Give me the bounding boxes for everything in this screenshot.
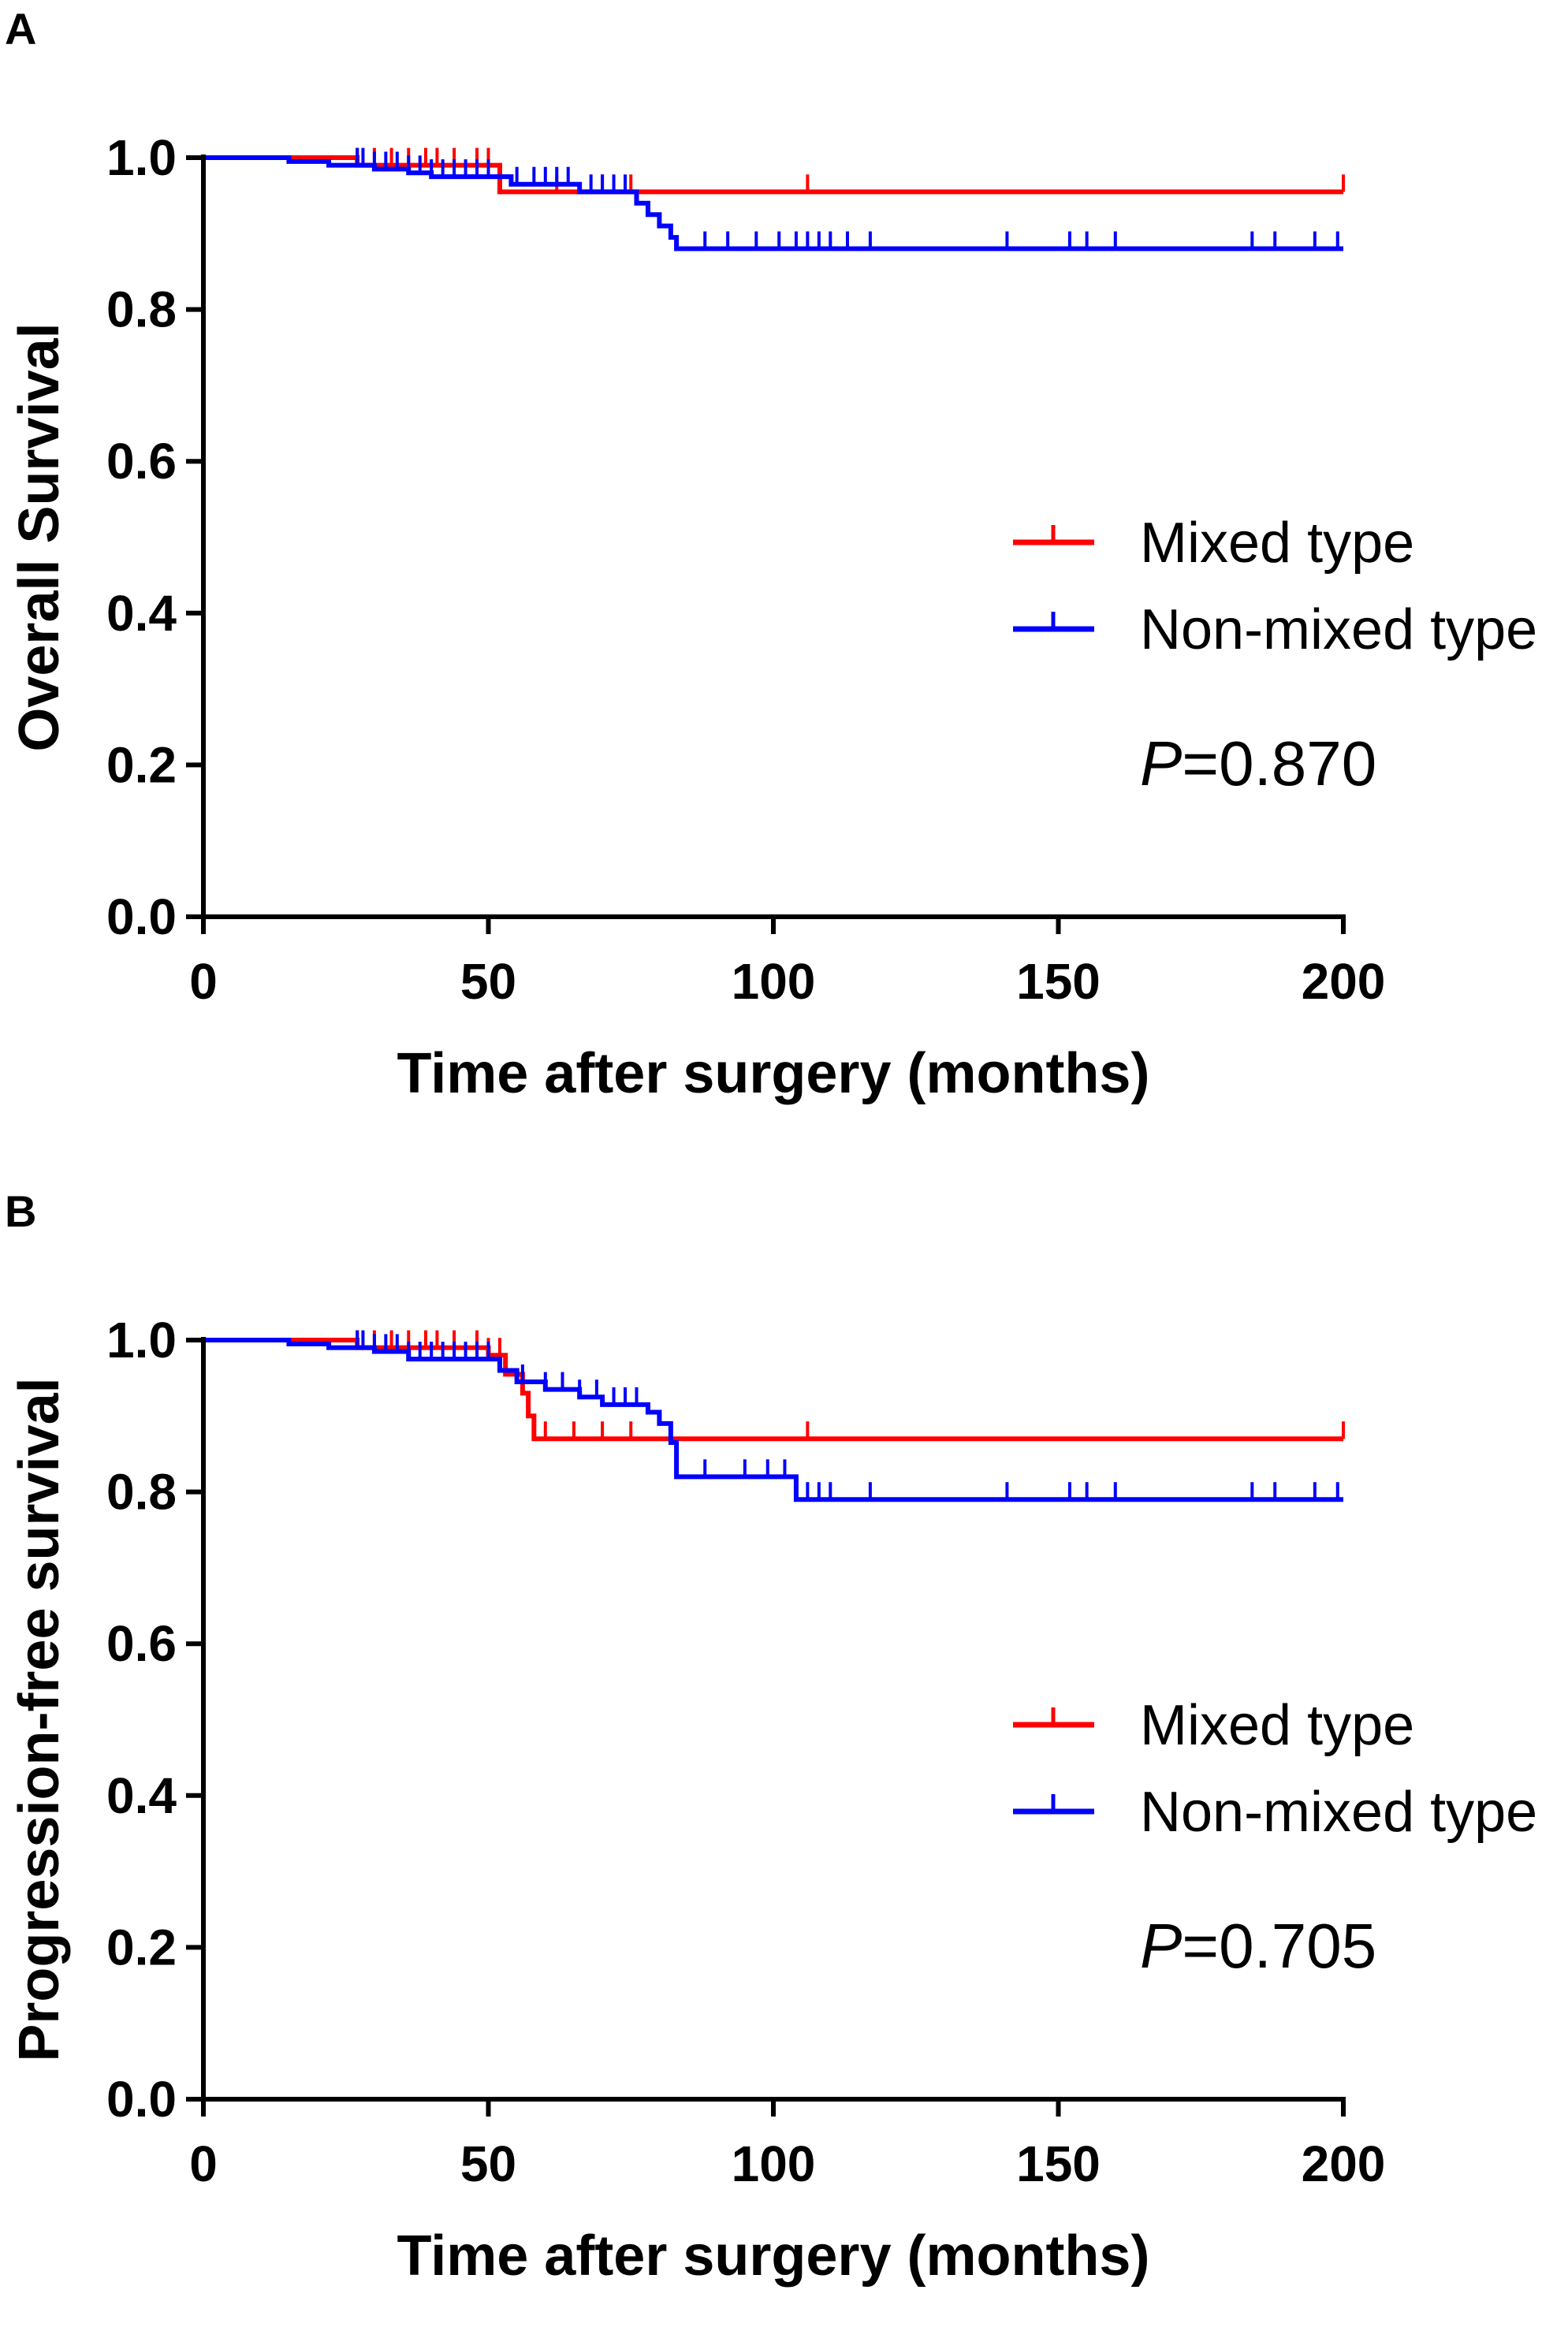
survival-curve-line (203, 155, 1343, 195)
series-non-mixed-type (203, 147, 1343, 251)
panel-b: B 0.0 0.2 0.4 0.6 0.8 1.0 0 50 100 150 200 Time afte… (0, 1182, 1568, 2327)
survival-curve-line (203, 155, 1343, 251)
legend-item: Mixed type (1013, 512, 1414, 575)
legend-label: Non-mixed type (1140, 598, 1537, 661)
x-axis-title: Time after surgery (months) (397, 2225, 1150, 2288)
legend-label: Non-mixed type (1140, 1781, 1537, 1844)
legend-label: Mixed type (1140, 512, 1414, 575)
legend: Mixed type Non-mixed type (1013, 1694, 1537, 1844)
legend: Mixed type Non-mixed type (1013, 512, 1537, 661)
km-chart-a: A 0.0 0.2 0.4 0.6 0.8 1.0 0 50 100 150 200 Time afte… (5, 4, 1537, 1105)
x-tick-label: 100 (732, 2135, 816, 2192)
y-tick-label: 0.0 (106, 888, 177, 945)
y-tick-label: 0.2 (106, 1919, 177, 1975)
y-tick-label: 0.8 (106, 281, 177, 338)
y-tick-label: 0.8 (106, 1464, 177, 1521)
legend-item: Non-mixed type (1013, 1781, 1537, 1844)
y-tick-label: 0.6 (106, 1615, 177, 1672)
y-axis-title: Progression-free survival (8, 1377, 71, 2061)
x-tick-label: 0 (189, 2135, 218, 2192)
panel-letter: B (5, 1186, 36, 1236)
p-value-number: =0.705 (1182, 1911, 1376, 1981)
km-chart-b: B 0.0 0.2 0.4 0.6 0.8 1.0 0 50 100 150 200 Time afte… (5, 1186, 1537, 2288)
y-tick-label: 0.2 (106, 736, 177, 793)
y-tick-label: 1.0 (106, 1312, 177, 1368)
x-tick-label: 150 (1016, 2135, 1101, 2192)
p-value-italic: P (1140, 1911, 1182, 1981)
y-tick-label: 1.0 (106, 129, 177, 186)
legend-item: Mixed type (1013, 1694, 1414, 1757)
x-tick-label: 100 (732, 953, 816, 1010)
x-tick-label: 150 (1016, 953, 1101, 1010)
x-axis-title: Time after surgery (months) (397, 1042, 1150, 1105)
y-tick-label: 0.6 (106, 433, 177, 490)
p-value-annotation: P=0.705 (1140, 1911, 1376, 1981)
x-tick-label: 50 (460, 953, 516, 1010)
survival-curve-line (203, 1338, 1343, 1442)
legend-item: Non-mixed type (1013, 598, 1537, 661)
p-value-annotation: P=0.870 (1140, 728, 1376, 799)
panel-letter: A (5, 4, 36, 54)
x-tick-label: 200 (1302, 2135, 1386, 2192)
survival-curve-line (203, 1338, 1343, 1502)
p-value-italic: P (1140, 728, 1182, 799)
y-tick-label: 0.4 (106, 585, 177, 642)
x-tick-label: 50 (460, 2135, 516, 2192)
legend-label: Mixed type (1140, 1694, 1414, 1757)
y-tick-label: 0.0 (106, 2071, 177, 2128)
series-non-mixed-type (203, 1330, 1343, 1502)
panel-a: A 0.0 0.2 0.4 0.6 0.8 1.0 0 50 100 150 200 Time afte… (0, 0, 1568, 1145)
x-tick-label: 0 (189, 953, 218, 1010)
x-tick-label: 200 (1302, 953, 1386, 1010)
y-tick-label: 0.4 (106, 1767, 177, 1824)
p-value-number: =0.870 (1182, 728, 1376, 799)
y-axis-title: Overall Survival (8, 322, 71, 751)
